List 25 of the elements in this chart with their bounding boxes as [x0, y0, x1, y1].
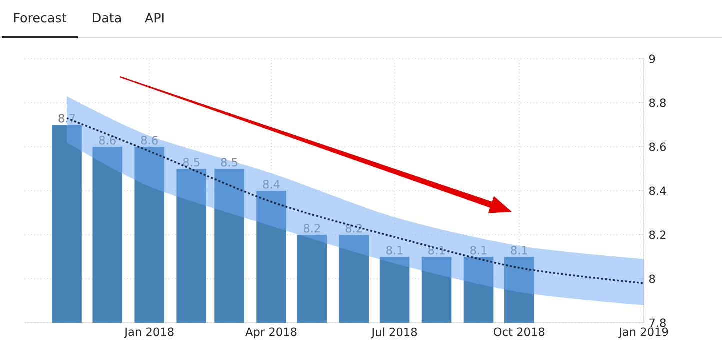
data-label: 8.5: [183, 158, 200, 167]
y-tick-label: 7.8: [650, 318, 666, 328]
data-label: 8.6: [99, 136, 116, 145]
data-label: 8.1: [428, 246, 445, 255]
text: Forecast: [14, 13, 67, 23]
data-label: 8.1: [386, 246, 403, 255]
text: Data: [93, 13, 121, 23]
x-tick-label: Jul 2018: [371, 328, 418, 339]
y-tick-label: 8: [649, 274, 656, 284]
y-tick-label: 9: [649, 54, 656, 64]
x-tick-label: Jan 2019: [618, 328, 668, 338]
data-label: 8.2: [304, 224, 320, 233]
data-label: 8.5: [221, 158, 238, 167]
data-label: 8.4: [263, 180, 280, 189]
y-tick-label: 8.6: [649, 142, 666, 152]
y-tick-label: 8.4: [649, 186, 666, 196]
y-tick-label: 8.8: [649, 98, 666, 108]
x-tick-label: Oct 2018: [494, 328, 545, 336]
data-label: 8.6: [141, 136, 158, 145]
data-label: 8.1: [511, 246, 528, 255]
data-label: 8.1: [470, 246, 487, 255]
x-tick-label: Jan 2018: [124, 328, 174, 338]
x-tick-label: Apr 2018: [246, 328, 297, 338]
y-tick-label: 8.2: [649, 230, 666, 240]
text: API: [145, 13, 164, 23]
